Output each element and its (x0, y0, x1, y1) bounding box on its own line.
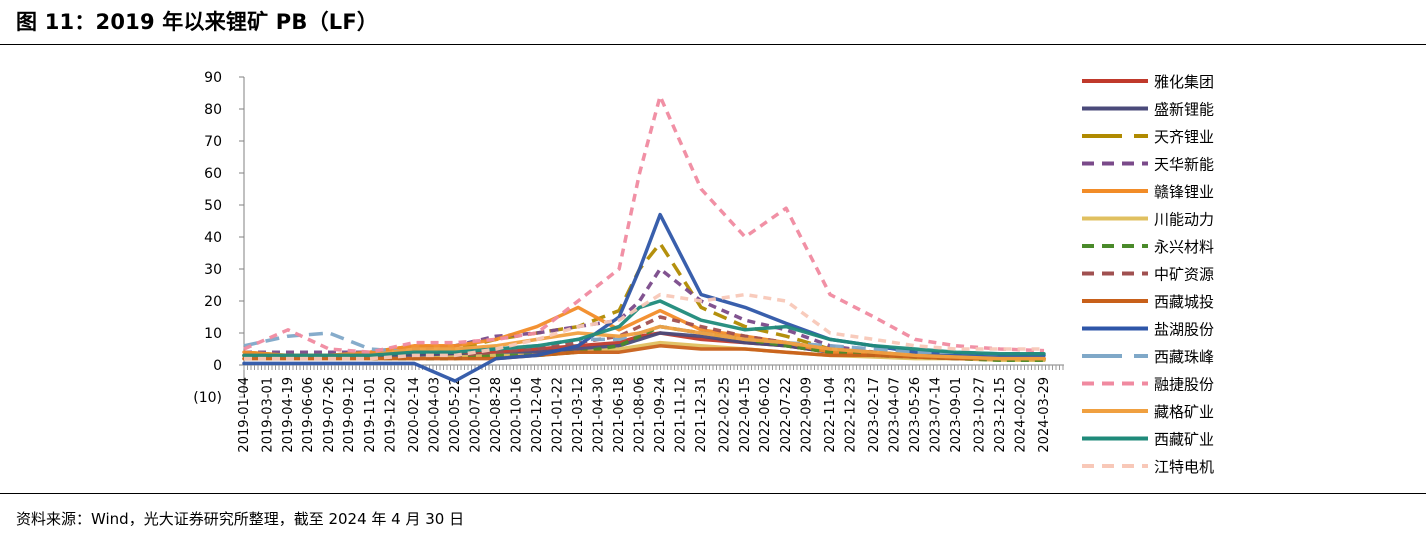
x-tick-label: 2021-12-31 (694, 377, 709, 453)
legend-label: 赣锋锂业 (1154, 183, 1214, 201)
x-tick-label: 2023-09-01 (949, 377, 964, 453)
source-note: 资料来源：Wind，光大证券研究所整理，截至 2024 年 4 月 30 日 (16, 510, 465, 528)
y-tick-label: 90 (204, 70, 222, 86)
x-tick-label: 2020-05-22 (448, 377, 463, 453)
series-line (242, 299, 1046, 358)
x-tick-label: 2020-02-14 (407, 377, 422, 453)
y-tick-label: 30 (204, 262, 222, 278)
x-tick-label: 2022-12-23 (844, 377, 859, 453)
legend-label: 西藏矿业 (1154, 431, 1214, 449)
x-tick-label: 2022-04-15 (738, 377, 753, 453)
x-tick-label: 2021-09-24 (653, 377, 668, 453)
x-tick-label: 2020-10-16 (510, 377, 525, 453)
y-tick-label: 10 (204, 326, 222, 342)
legend-label: 天华新能 (1154, 156, 1214, 174)
x-tick-label: 2021-06-18 (612, 377, 627, 453)
legend-label: 天齐锂业 (1154, 128, 1214, 146)
x-tick-label: 2019-06-06 (301, 377, 316, 453)
series-line (243, 94, 1045, 354)
y-tick-label: 60 (204, 166, 222, 182)
y-tick-label: 80 (204, 102, 222, 118)
x-tick-label: 2021-01-22 (551, 377, 566, 453)
legend: 雅化集团盛新锂能天齐锂业天华新能赣锋锂业川能动力永兴材料中矿资源西藏城投盐湖股份… (1082, 73, 1214, 476)
y-tick-label: (10) (193, 390, 222, 406)
x-tick-label: 2022-09-09 (800, 377, 815, 453)
x-tick-label: 2023-10-27 (973, 377, 988, 453)
x-tick-label: 2021-11-12 (674, 377, 689, 453)
y-tick-label: 0 (213, 358, 222, 374)
bottom-rule (0, 493, 1426, 494)
legend-label: 西藏珠峰 (1154, 348, 1214, 366)
x-tick-label: 2024-03-29 (1037, 377, 1052, 453)
series-line (244, 292, 1044, 361)
x-tick-label: 2024-02-02 (1014, 377, 1029, 453)
x-tick-label: 2019-12-20 (384, 377, 399, 453)
legend-label: 雅化集团 (1154, 73, 1214, 91)
x-tick-label: 2021-04-30 (592, 377, 607, 453)
legend-label: 盛新锂能 (1154, 101, 1214, 119)
legend-label: 中矿资源 (1154, 266, 1214, 284)
x-tick-label: 2022-07-22 (779, 377, 794, 453)
y-tick-label: 70 (204, 134, 222, 150)
x-tick-label: 2023-07-14 (929, 377, 944, 453)
y-tick-label: 50 (204, 198, 222, 214)
x-tick-label: 2019-09-12 (342, 377, 357, 453)
chart-title: 图 11：2019 年以来锂矿 PB（LF） (16, 10, 379, 34)
x-tick-label: 2019-04-19 (281, 377, 296, 453)
pb-line-chart: 90 80 70 60 50 40 30 20 10 0 (10) 2019-01-04 2019-03… (193, 70, 1214, 476)
y-tick-label: 40 (204, 230, 222, 246)
x-tick-label: 2019-11-01 (363, 377, 378, 453)
x-tick-label: 2020-08-28 (489, 377, 504, 453)
y-tick-label: 20 (204, 294, 222, 310)
legend-label: 藏格矿业 (1154, 403, 1214, 421)
top-rule (0, 44, 1426, 45)
legend-label: 西藏城投 (1154, 293, 1214, 311)
x-tick-label: 2021-08-06 (633, 377, 648, 453)
legend-label: 江特电机 (1154, 458, 1214, 476)
plot-area (242, 94, 1046, 383)
x-tick-label: 2023-04-07 (888, 377, 903, 453)
x-tick-label: 2019-01-04 (237, 377, 252, 453)
x-tick-label: 2023-12-15 (993, 377, 1008, 453)
x-tick-label: 2022-06-02 (758, 377, 773, 453)
x-tick-label: 2022-11-04 (823, 377, 838, 453)
x-tick-label: 2023-05-26 (908, 377, 923, 453)
x-tick-label: 2020-04-03 (427, 377, 442, 453)
legend-label: 盐湖股份 (1154, 321, 1214, 339)
legend-label: 永兴材料 (1154, 238, 1214, 256)
legend-label: 融捷股份 (1154, 376, 1214, 394)
x-tick-label: 2020-12-04 (530, 377, 545, 453)
axes: 90 80 70 60 50 40 30 20 10 0 (10) 2019-01-04 2019-03… (193, 70, 1064, 453)
x-tick-label: 2021-03-12 (571, 377, 586, 453)
x-tick-label: 2023-02-17 (867, 377, 882, 453)
legend-label: 川能动力 (1154, 211, 1214, 229)
x-tick-label: 2020-07-10 (469, 377, 484, 453)
x-tick-label: 2022-02-25 (718, 377, 733, 453)
x-tick-label: 2019-07-26 (322, 377, 337, 453)
x-tick-label: 2019-03-01 (260, 377, 275, 453)
